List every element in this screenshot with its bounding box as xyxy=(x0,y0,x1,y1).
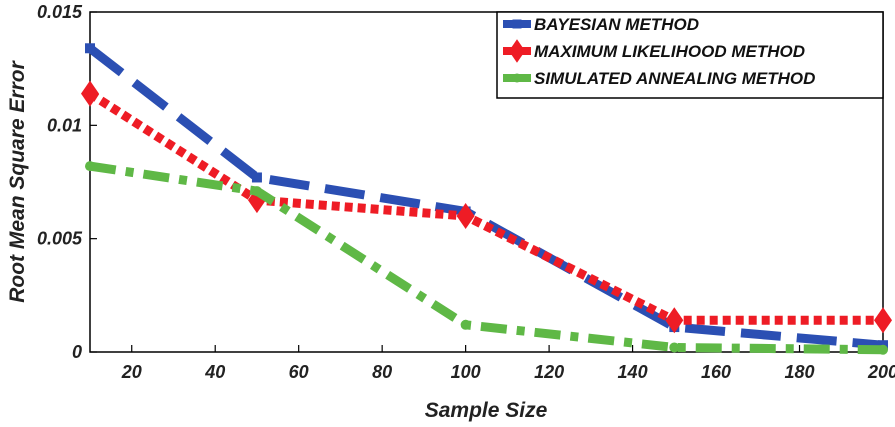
data-point xyxy=(85,43,95,54)
y-tick-label: 0.005 xyxy=(37,229,83,249)
x-tick-label: 160 xyxy=(701,362,731,382)
x-tick-label: 80 xyxy=(372,362,392,382)
data-point xyxy=(456,203,475,229)
data-point xyxy=(460,319,471,330)
legend-label: MAXIMUM LIKELIHOOD METHOD xyxy=(534,42,805,61)
data-point xyxy=(85,161,95,172)
legend-marker xyxy=(512,19,522,29)
series-3 xyxy=(85,161,888,355)
data-point xyxy=(251,186,262,197)
x-tick-label: 100 xyxy=(451,362,481,382)
x-tick-label: 200 xyxy=(867,362,895,382)
y-axis-title: Root Mean Square Error xyxy=(6,59,29,302)
y-tick-label: 0 xyxy=(72,342,82,362)
data-point xyxy=(81,80,99,107)
x-tick-label: 40 xyxy=(204,362,225,382)
legend-item-2: MAXIMUM LIKELIHOOD METHOD xyxy=(503,39,805,63)
legend-label: BAYESIAN METHOD xyxy=(534,15,699,34)
legend: BAYESIAN METHOD MAXIMUM LIKELIHOOD METHOD… xyxy=(496,11,884,99)
y-tick-label: 0.01 xyxy=(47,115,82,135)
data-point xyxy=(669,342,680,353)
data-point xyxy=(874,307,892,334)
legend-label: SIMULATED ANNEALING METHOD xyxy=(534,69,815,88)
series-lines xyxy=(81,43,892,355)
legend-marker xyxy=(512,73,522,83)
legend-box xyxy=(496,11,884,99)
x-tick-label: 180 xyxy=(785,362,815,382)
legend-item-3: SIMULATED ANNEALING METHOD xyxy=(503,69,815,88)
y-tick-label: 0.015 xyxy=(37,2,83,22)
data-point xyxy=(878,344,888,355)
axis-ticks: 20 40 60 80 100 120 140 160 180 200 0 0.005 0.01 0.01… xyxy=(37,2,895,382)
legend-marker xyxy=(508,39,526,63)
data-point xyxy=(251,172,262,183)
x-tick-label: 20 xyxy=(121,362,142,382)
data-point xyxy=(665,307,684,334)
x-tick-label: 60 xyxy=(289,362,309,382)
x-tick-label: 140 xyxy=(618,362,648,382)
x-axis-title: Sample Size xyxy=(425,399,548,422)
x-tick-label: 120 xyxy=(534,362,564,382)
legend-item-1: BAYESIAN METHOD xyxy=(503,15,699,34)
